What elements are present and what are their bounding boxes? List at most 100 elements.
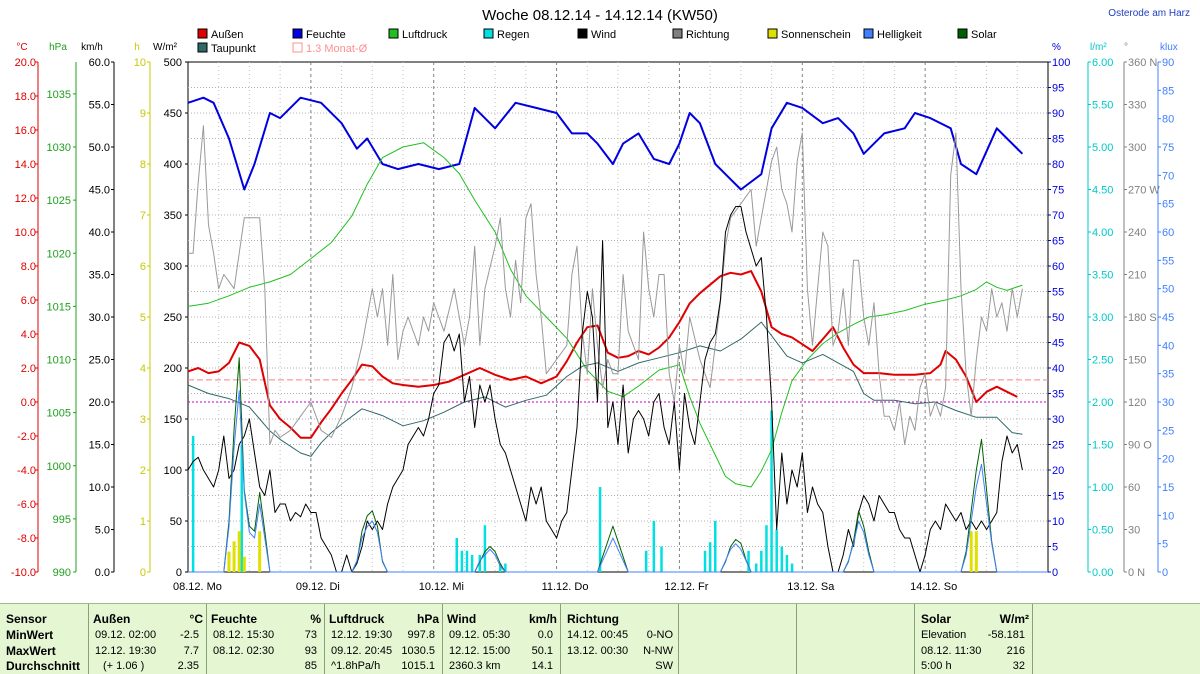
axis-tick-label-temp: 8.0 bbox=[21, 261, 36, 273]
bar-regen bbox=[754, 563, 758, 572]
axis-tick-label-wind: 55.0 bbox=[89, 100, 110, 112]
bar-regen bbox=[775, 529, 778, 572]
weather-chart: °C20.018.016.014.012.010.08.06.04.02.00.… bbox=[11, 7, 1190, 593]
axis-tick-label-solar: 150 bbox=[164, 414, 182, 426]
axis-unit-temp: °C bbox=[16, 42, 27, 53]
axis-tick-label-temp: -6.0 bbox=[17, 499, 36, 511]
stats-solar-row3-label: 5:00 h bbox=[921, 660, 952, 672]
axis-tick-label-lux: 30 bbox=[1162, 397, 1174, 409]
axis-tick-label-pressure: 1015 bbox=[47, 301, 71, 313]
stats-richtung-min-val: 0-NO bbox=[646, 629, 673, 641]
stats-wind-max-time: 12.12. 15:00 bbox=[449, 645, 511, 657]
legend-label: Außen bbox=[211, 29, 243, 41]
axis-tick-label-temp: 16.0 bbox=[15, 125, 36, 137]
axis-tick-label-rain: 1.00 bbox=[1092, 482, 1113, 494]
bar-regen bbox=[660, 546, 663, 572]
axis-tick-label-direction: 270 W bbox=[1128, 185, 1160, 197]
axis-tick-label-humidity: 25 bbox=[1052, 440, 1064, 452]
stats-row-max: MaxWert bbox=[6, 644, 56, 658]
axis-tick-label-rain: 0.00 bbox=[1092, 567, 1113, 579]
axis-tick-label-sunshine: 8 bbox=[140, 159, 146, 171]
stats-aussen-avg-val: 2.35 bbox=[177, 660, 199, 672]
legend-swatch bbox=[292, 28, 303, 39]
stats-solar-row1-label: Elevation bbox=[921, 629, 967, 641]
axis-tick-label-humidity: 15 bbox=[1052, 491, 1064, 503]
day-label: 10.12. Mi bbox=[419, 581, 464, 593]
legend-label: Wind bbox=[591, 29, 616, 41]
axis-tick-label-humidity: 90 bbox=[1052, 108, 1064, 120]
axis-tick-label-sunshine: 3 bbox=[140, 414, 146, 426]
axis-tick-label-humidity: 45 bbox=[1052, 338, 1064, 350]
stats-richtung-title: Richtung bbox=[567, 612, 619, 626]
axis-tick-label-humidity: 20 bbox=[1052, 465, 1064, 477]
axis-tick-label-lux: 20 bbox=[1162, 454, 1174, 466]
legend-swatch bbox=[767, 28, 778, 39]
stats-solar-row2-label: 08.12. 11:30 bbox=[921, 645, 982, 657]
legend-label: Solar bbox=[971, 29, 997, 41]
axis-unit-lux: klux bbox=[1160, 42, 1178, 53]
axis-tick-label-lux: 50 bbox=[1162, 284, 1174, 296]
axis-tick-label-pressure: 1030 bbox=[47, 142, 71, 154]
legend-swatch bbox=[197, 42, 208, 53]
legend-label: Helligkeit bbox=[877, 29, 922, 41]
legend-layer: Außen Feuchte Luftdruck Regen Wind Richtung So… bbox=[197, 28, 997, 55]
stats-luftdruck-max-time: 09.12. 20:45 bbox=[331, 645, 393, 657]
axis-tick-label-sunshine: 0 bbox=[140, 567, 146, 579]
axis-tick-label-rain: 0.50 bbox=[1092, 525, 1113, 537]
axis-tick-label-humidity: 35 bbox=[1052, 389, 1064, 401]
axis-tick-label-humidity: 5 bbox=[1052, 542, 1058, 554]
axis-tick-label-solar: 400 bbox=[164, 159, 182, 171]
stats-solar-title: Solar bbox=[921, 612, 952, 626]
axis-tick-label-temp: -4.0 bbox=[17, 465, 36, 477]
axis-tick-label-solar: 450 bbox=[164, 108, 182, 120]
axis-tick-label-humidity: 0 bbox=[1052, 567, 1058, 579]
stats-row-min: MinWert bbox=[6, 628, 54, 642]
bar-sonnenschein bbox=[237, 531, 241, 572]
axis-tick-label-pressure: 995 bbox=[53, 514, 71, 526]
bars-layer bbox=[191, 410, 978, 572]
stats-luftdruck-min-val: 997.8 bbox=[407, 629, 435, 641]
bar-regen bbox=[703, 550, 707, 572]
axis-tick-label-lux: 85 bbox=[1162, 85, 1174, 97]
legend-label: Sonnenschein bbox=[781, 29, 851, 41]
legend-label: Taupunkt bbox=[211, 43, 256, 55]
stats-aussen-avg-note: (+ 1.06 ) bbox=[103, 660, 145, 672]
bar-regen bbox=[191, 436, 195, 572]
stats-feuchte-title: Feuchte bbox=[211, 612, 258, 626]
axis-tick-label-pressure: 1000 bbox=[47, 461, 71, 473]
series-line-taupunkt bbox=[187, 321, 1023, 457]
stats-luftdruck-avg-note: ^1.8hPa/h bbox=[331, 660, 381, 672]
legend-swatch bbox=[483, 28, 494, 39]
day-label: 08.12. Mo bbox=[173, 581, 222, 593]
axis-tick-label-direction: 240 bbox=[1128, 227, 1146, 239]
stats-solar-row1-val: -58.181 bbox=[987, 629, 1025, 641]
stats-richtung-avg-val: SW bbox=[655, 660, 673, 672]
legend-swatch bbox=[197, 28, 208, 39]
axis-tick-label-sunshine: 6 bbox=[140, 261, 146, 273]
legend-label: 1.3 Monat-Ø bbox=[306, 43, 368, 55]
bar-sonnenschein bbox=[974, 531, 978, 572]
stats-richtung-max-time: 13.12. 00:30 bbox=[567, 645, 629, 657]
axis-tick-label-direction: 120 bbox=[1128, 397, 1146, 409]
bar-sonnenschein bbox=[258, 531, 262, 572]
axis-tick-label-lux: 80 bbox=[1162, 114, 1174, 126]
axis-tick-label-temp: 10.0 bbox=[15, 227, 36, 239]
bar-regen bbox=[460, 550, 464, 572]
axis-tick-label-wind: 30.0 bbox=[89, 312, 110, 324]
day-label: 14.12. So bbox=[910, 581, 957, 593]
axis-tick-label-humidity: 70 bbox=[1052, 210, 1064, 222]
location-label: Osterode am Harz bbox=[1108, 8, 1190, 19]
stats-richtung-max-val: N-NW bbox=[643, 645, 673, 657]
axis-tick-label-lux: 0 bbox=[1162, 567, 1168, 579]
stats-solar-unit: W/m² bbox=[999, 612, 1029, 626]
axis-tick-label-direction: 360 N bbox=[1128, 57, 1157, 69]
stats-feuchte-unit: % bbox=[310, 612, 321, 626]
axis-tick-label-lux: 90 bbox=[1162, 57, 1174, 69]
axis-tick-label-rain: 4.00 bbox=[1092, 227, 1113, 239]
axis-tick-label-wind: 10.0 bbox=[89, 482, 110, 494]
bar-sonnenschein bbox=[242, 556, 246, 572]
axis-tick-label-pressure: 1035 bbox=[47, 89, 71, 101]
stats-wind-unit: km/h bbox=[528, 612, 557, 626]
stats-col-empty-1 bbox=[678, 604, 797, 674]
bar-regen bbox=[499, 563, 502, 572]
